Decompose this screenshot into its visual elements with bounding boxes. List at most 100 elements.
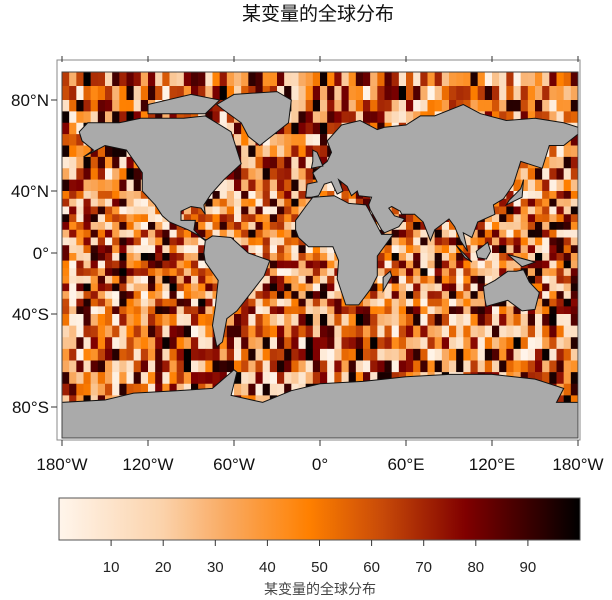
heatmap-cell bbox=[191, 360, 199, 373]
heatmap-cell bbox=[269, 275, 278, 284]
heatmap-cell bbox=[320, 291, 328, 300]
heatmap-cell bbox=[162, 72, 170, 87]
heatmap-cell bbox=[570, 325, 579, 338]
heatmap-cell bbox=[62, 372, 70, 385]
heatmap-cell bbox=[62, 145, 70, 158]
heatmap-cell bbox=[556, 214, 564, 223]
heatmap-cell bbox=[133, 111, 142, 124]
heatmap-cell bbox=[477, 306, 486, 315]
heatmap-cell bbox=[542, 222, 550, 231]
heatmap-cell bbox=[312, 291, 321, 300]
heatmap-cell bbox=[441, 325, 450, 338]
x-tick-label: 0° bbox=[312, 455, 328, 474]
heatmap-cell bbox=[420, 283, 428, 292]
heatmap-cell bbox=[219, 348, 228, 361]
heatmap-cell bbox=[162, 291, 170, 300]
heatmap-cell bbox=[241, 198, 249, 207]
heatmap-cell bbox=[291, 283, 299, 292]
heatmap-cell bbox=[105, 283, 113, 292]
heatmap-cell bbox=[277, 206, 285, 215]
heatmap-cell bbox=[105, 291, 113, 300]
heatmap-cell bbox=[83, 348, 91, 361]
heatmap-cell bbox=[470, 337, 478, 350]
heatmap-cell bbox=[176, 260, 185, 269]
heatmap-cell bbox=[126, 260, 134, 269]
heatmap-cell bbox=[83, 372, 91, 385]
heatmap-cell bbox=[441, 283, 450, 292]
heatmap-cell bbox=[205, 360, 213, 373]
heatmap-cell bbox=[169, 260, 177, 269]
heatmap-cell bbox=[62, 383, 70, 396]
heatmap-cell bbox=[284, 314, 292, 326]
heatmap-cell bbox=[506, 325, 514, 338]
heatmap-cell bbox=[391, 111, 400, 124]
heatmap-cell bbox=[535, 283, 543, 292]
heatmap-cell bbox=[83, 360, 91, 373]
heatmap-cell bbox=[262, 348, 271, 361]
heatmap-cell bbox=[420, 268, 428, 277]
heatmap-cell bbox=[248, 145, 256, 158]
heatmap-cell bbox=[291, 360, 299, 373]
heatmap-cell bbox=[119, 337, 127, 350]
heatmap-cell bbox=[248, 72, 256, 87]
heatmap-cell bbox=[90, 337, 99, 350]
heatmap-cell bbox=[427, 275, 435, 284]
heatmap-cell bbox=[556, 314, 564, 326]
heatmap-cell bbox=[377, 86, 385, 101]
heatmap-cell bbox=[83, 72, 91, 87]
heatmap-cell bbox=[269, 237, 278, 246]
heatmap-cell bbox=[277, 214, 285, 223]
heatmap-cell bbox=[255, 156, 263, 169]
heatmap-cell bbox=[291, 100, 299, 112]
heatmap-cell bbox=[83, 291, 91, 300]
colorbar-label: 某变量的全球分布 bbox=[264, 581, 376, 598]
heatmap-cell bbox=[126, 179, 134, 192]
heatmap-cell bbox=[327, 275, 335, 284]
heatmap-cell bbox=[126, 111, 134, 124]
heatmap-cell bbox=[298, 291, 306, 300]
heatmap-cell bbox=[563, 283, 572, 292]
heatmap-cell bbox=[535, 360, 543, 373]
heatmap-cell bbox=[348, 337, 357, 350]
heatmap-cell bbox=[155, 348, 163, 361]
heatmap-cell bbox=[348, 360, 357, 373]
heatmap-cell bbox=[97, 191, 106, 200]
heatmap-cell bbox=[269, 206, 278, 215]
heatmap-cell bbox=[183, 214, 192, 223]
heatmap-cell bbox=[327, 179, 335, 192]
heatmap-cell bbox=[62, 395, 70, 408]
heatmap-cell bbox=[456, 306, 464, 315]
heatmap-cell bbox=[291, 372, 299, 385]
heatmap-cell bbox=[183, 206, 192, 215]
heatmap-cell bbox=[162, 348, 170, 361]
heatmap-cell bbox=[420, 348, 428, 361]
heatmap-cell bbox=[406, 253, 414, 261]
heatmap-cell bbox=[105, 168, 113, 180]
heatmap-cell bbox=[162, 337, 170, 350]
heatmap-cell bbox=[391, 298, 400, 307]
heatmap-cell bbox=[542, 314, 550, 326]
heatmap-cell bbox=[76, 372, 84, 385]
heatmap-cell bbox=[484, 253, 493, 261]
heatmap-cell bbox=[341, 86, 349, 101]
heatmap-cell bbox=[312, 348, 321, 361]
heatmap-cell bbox=[62, 111, 70, 124]
heatmap-cell bbox=[406, 72, 414, 87]
heatmap-cell bbox=[140, 314, 149, 326]
heatmap-cell bbox=[155, 229, 163, 238]
heatmap-cell bbox=[126, 360, 134, 373]
heatmap-cell bbox=[563, 237, 572, 246]
heatmap-cell bbox=[549, 168, 557, 180]
heatmap-cell bbox=[320, 283, 328, 292]
heatmap-cell bbox=[327, 298, 335, 307]
heatmap-cell bbox=[198, 337, 206, 350]
heatmap-cell bbox=[305, 111, 314, 124]
heatmap-cell bbox=[520, 245, 529, 254]
heatmap-cell bbox=[226, 198, 235, 207]
heatmap-cell bbox=[506, 260, 514, 269]
heatmap-cell bbox=[262, 156, 271, 169]
heatmap-cell bbox=[284, 198, 292, 207]
heatmap-cell bbox=[112, 145, 120, 158]
heatmap-cell bbox=[556, 275, 564, 284]
heatmap-cell bbox=[384, 260, 392, 269]
